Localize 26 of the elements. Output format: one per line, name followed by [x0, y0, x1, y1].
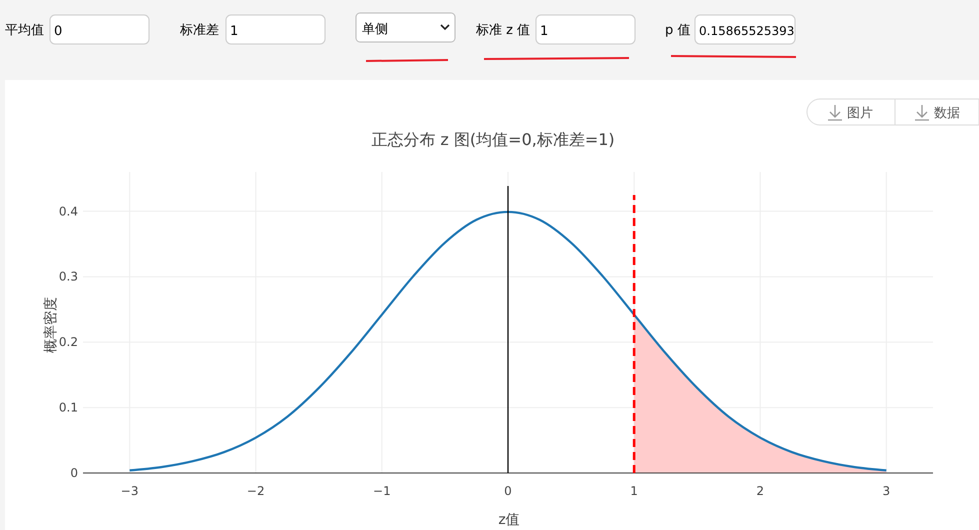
text: 单侧	[362, 22, 388, 37]
text: 0.15865525393	[699, 24, 794, 38]
y-axis-title: 概率密度	[43, 297, 59, 353]
y-tick-label: 0.2	[58, 335, 78, 350]
text: 标准 z 值	[475, 23, 530, 38]
y-tick-label: 0.4	[58, 204, 78, 218]
chart-title: 正态分布 z 图(均值=0,标准差=1)	[371, 130, 615, 149]
text: 1	[540, 24, 548, 39]
x-tick-label: −3	[120, 484, 139, 498]
x-tick-label: 2	[756, 484, 764, 498]
x-tick-label: −1	[373, 484, 391, 498]
text: p 值	[665, 23, 690, 38]
text: 图片	[847, 106, 873, 121]
y-tick-label: 0.3	[58, 270, 78, 284]
text: 平均值	[5, 23, 44, 38]
x-tick-label: 3	[882, 484, 890, 498]
y-tick-label: 0.1	[58, 400, 78, 415]
x-tick-label: 1	[630, 484, 638, 498]
text: 数据	[934, 106, 960, 121]
text: 标准差	[179, 23, 219, 38]
text: 1	[230, 24, 238, 39]
x-tick-label: −2	[246, 484, 265, 498]
x-tick-label: 0	[504, 484, 512, 498]
y-tick-label: 0	[70, 466, 78, 480]
x-axis-title: z值	[498, 512, 520, 528]
line-series	[128, 210, 888, 472]
